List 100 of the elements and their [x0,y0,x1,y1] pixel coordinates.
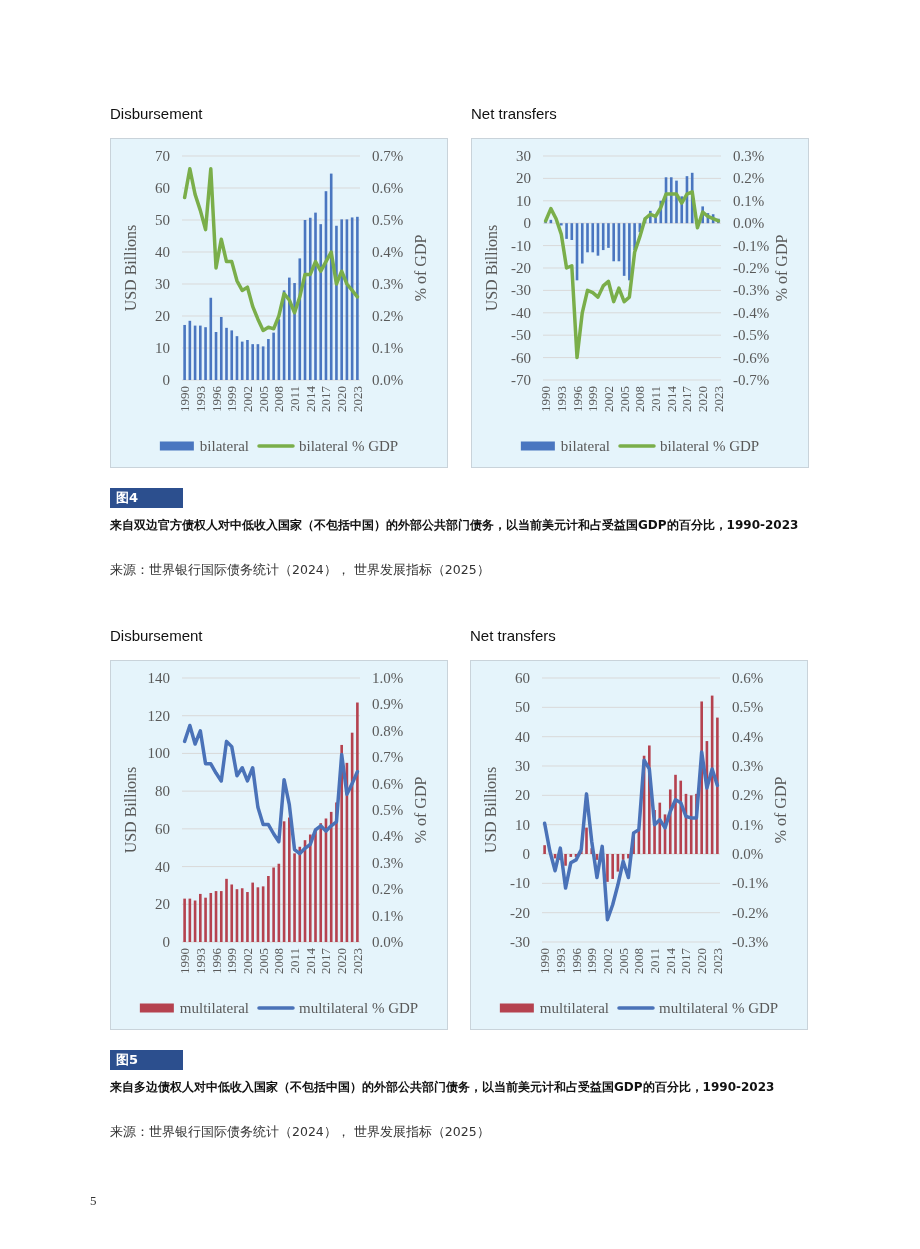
x-tick-label: 2023 [710,386,726,412]
y2-tick-label: 0.1% [732,816,764,833]
y2-tick-label: 0.3% [732,758,764,774]
y-tick-label: 50 [155,212,170,228]
y-tick-label: 60 [515,670,530,686]
x-tick-label: 2002 [239,386,255,412]
x-tick-label: 2011 [647,948,663,974]
x-tick-label: 2017 [678,947,694,974]
x-tick-label: 2020 [695,386,711,412]
x-tick-label: 2017 [318,385,334,412]
y2-axis-title: % of GDP [412,234,429,302]
caption: 图5 [110,1050,183,1070]
y-tick-label: 20 [155,308,170,324]
y-tick-label: -70 [511,372,531,388]
y-axis-title: USD Billions [482,766,499,854]
y2-tick-label: -0.3% [733,282,770,299]
y-tick-label: 100 [147,745,170,762]
y-tick-label: -10 [511,237,531,254]
y2-tick-label: 0.4% [372,244,404,260]
y2-tick-label: 0.1% [372,907,404,924]
x-tick-label: 2014 [663,385,679,412]
y2-tick-label: 0.5% [372,802,404,818]
x-tick-label: 1990 [537,948,553,974]
x-tick-label: 2020 [334,386,350,412]
y2-tick-label: 0.4% [732,728,764,745]
y2-tick-label: 0.7% [372,148,404,164]
y-tick-label: -20 [510,904,530,921]
x-tick-label: 1999 [584,948,600,974]
x-tick-label: 2005 [255,948,271,974]
y2-tick-label: -0.1% [732,875,769,892]
y2-tick-label: 0.9% [372,696,404,713]
y2-tick-label: -0.4% [733,304,770,321]
x-tick-label: 2005 [615,948,631,974]
x-tick-label: 2008 [271,948,287,974]
y2-tick-label: -0.6% [733,349,770,366]
y-axis-title: USD Billions [122,224,139,312]
x-tick-label: 2014 [302,385,318,412]
chart-title: Disbursement [110,105,203,122]
x-tick-label: 2014 [662,947,678,974]
x-tick-label: 2017 [318,947,334,974]
x-tick-label: 2005 [616,386,632,412]
y-tick-label: -50 [511,327,531,344]
x-tick-label: 2011 [648,386,664,412]
source-note: 来源：世界银行国际债务统计（2024）， 世界发展指标（2025） [110,561,491,579]
y-tick-label: 120 [147,707,170,724]
y2-axis-title: % of GDP [412,776,429,844]
y2-tick-label: 0.3% [733,148,765,164]
y-tick-label: -20 [511,260,531,276]
y2-tick-label: 0.0% [732,846,764,862]
y2-axis-title: % of GDP [773,234,790,302]
x-tick-label: 1996 [208,385,224,412]
y-axis-title: USD Billions [483,224,500,312]
chart-title: Net transfers [470,627,556,644]
y-tick-label: 20 [515,787,530,804]
y2-tick-label: -0.2% [732,904,769,921]
text: 来自多边债权人对中低收入国家（不包括中国）的外部公共部门债务，以当前美元计和占受益国GDP的百分比，1990-2023 [110,1079,776,1096]
y-tick-label: 40 [515,728,530,745]
x-tick-label: 2002 [239,948,255,974]
y2-tick-label: 0.0% [372,934,404,950]
x-tick-label: 2002 [599,948,615,974]
y-tick-label: -30 [511,282,531,299]
text: 来自双边官方债权人对中低收入国家（不包括中国）的外部公共部门债务，以当前美元计和占受益国GDP的百分比，1990-2023 [110,517,800,534]
y-tick-label: 0 [162,934,170,950]
x-tick-label: 2020 [334,948,350,974]
y2-tick-label: -0.2% [733,260,770,276]
x-tick-label: 1990 [538,386,554,412]
y2-tick-label: 0.7% [372,749,404,766]
y2-tick-label: 0.6% [372,180,404,196]
x-tick-label: 1996 [569,385,585,412]
y-axis-title: USD Billions [122,766,139,854]
y2-tick-label: 0.5% [732,699,764,716]
x-tick-label: 1990 [177,948,193,974]
y2-tick-label: 0.6% [732,670,764,686]
y2-tick-label: 0.1% [372,340,404,356]
x-tick-label: 2014 [302,947,318,974]
y-tick-label: 10 [155,340,170,356]
x-tick-label: 1993 [192,386,208,412]
x-tick-label: 2008 [271,386,287,412]
y-tick-label: 0 [162,372,170,388]
x-tick-label: 2002 [600,386,616,412]
y2-axis-title: % of GDP [772,776,789,844]
y2-tick-label: 0.4% [372,828,404,845]
y-tick-label: 60 [155,820,170,837]
x-tick-label: 2008 [631,948,647,974]
x-tick-label: 1996 [208,947,224,974]
y-tick-label: 60 [155,180,170,196]
y2-tick-label: 0.6% [372,775,404,792]
x-tick-label: 1990 [177,386,193,412]
y-tick-label: 20 [516,170,531,187]
y-tick-label: 50 [515,699,530,716]
legend-label: bilateral % GDP [299,438,399,454]
y2-tick-label: 0.2% [372,308,404,324]
x-tick-label: 1999 [585,386,601,412]
x-tick-label: 2011 [287,948,303,974]
x-tick-label: 2017 [679,385,695,412]
x-tick-label: 2020 [694,948,710,974]
y-tick-label: 0 [522,846,530,862]
y2-tick-label: 0.3% [372,854,404,871]
y-tick-label: -40 [511,304,531,321]
x-tick-label: 1999 [224,948,240,974]
